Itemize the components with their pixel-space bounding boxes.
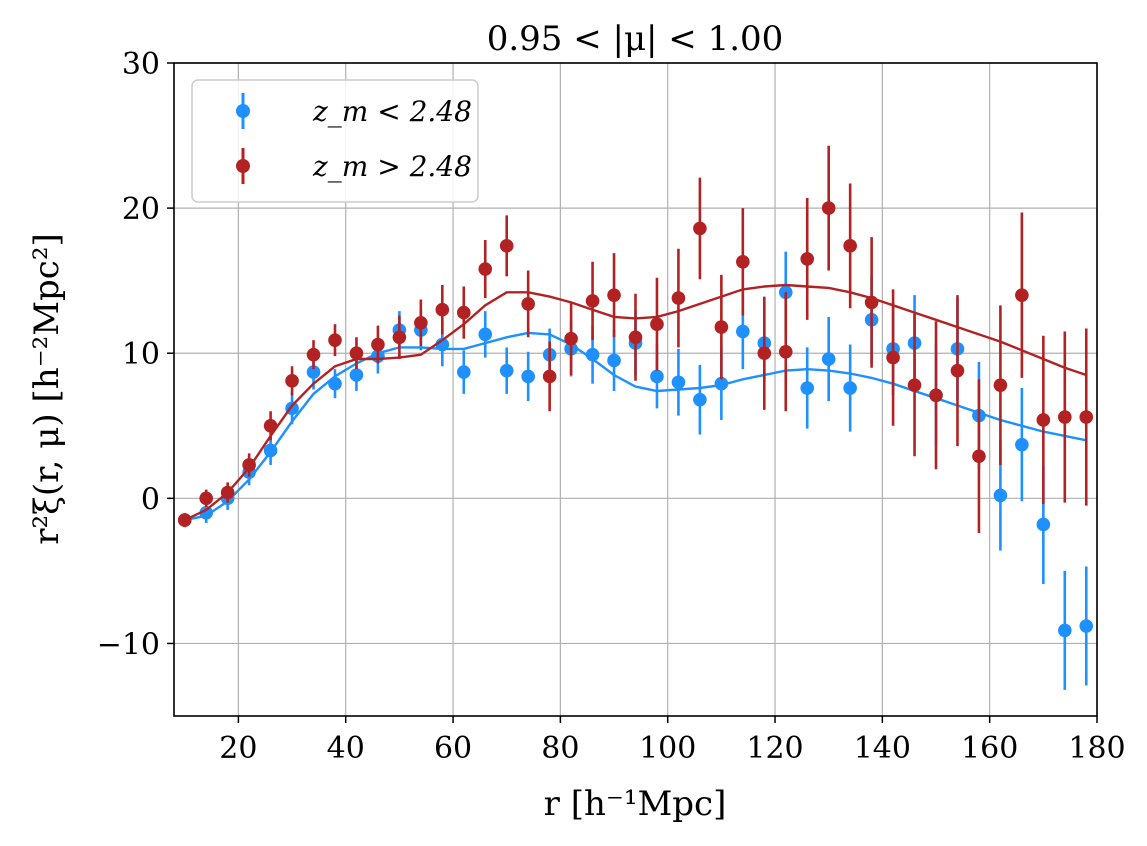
data-point bbox=[736, 324, 750, 339]
data-point bbox=[693, 392, 707, 407]
data-point bbox=[1058, 623, 1072, 638]
legend-label-red: z_m > 2.48 bbox=[312, 150, 472, 183]
data-point bbox=[242, 458, 256, 472]
data-point bbox=[521, 297, 535, 311]
data-point bbox=[564, 331, 578, 346]
y-tick-label: 30 bbox=[122, 47, 160, 82]
data-point bbox=[907, 378, 922, 392]
data-point bbox=[199, 506, 213, 520]
data-point bbox=[349, 346, 364, 361]
data-point bbox=[993, 488, 1008, 503]
data-point bbox=[671, 291, 686, 305]
data-point bbox=[220, 485, 235, 500]
data-point bbox=[392, 330, 407, 345]
data-point bbox=[1015, 288, 1029, 302]
data-point bbox=[757, 346, 772, 361]
data-point bbox=[435, 302, 450, 317]
data-point bbox=[349, 368, 364, 382]
y-axis-label: r²ξ(r, μ) [h⁻²Mpc²] bbox=[27, 233, 67, 544]
data-point bbox=[328, 333, 342, 347]
data-point bbox=[821, 352, 836, 366]
data-point bbox=[1058, 410, 1072, 424]
data-point bbox=[843, 381, 857, 395]
data-point bbox=[607, 288, 621, 302]
data-point bbox=[456, 305, 471, 320]
data-point bbox=[177, 513, 192, 527]
y-tick-label: 0 bbox=[141, 482, 160, 517]
y-tick-label: 20 bbox=[122, 192, 160, 227]
plot-frame bbox=[173, 62, 1098, 717]
x-tick-label: 60 bbox=[434, 731, 472, 766]
x-tick-label: 80 bbox=[541, 731, 579, 766]
x-tick-label: 140 bbox=[854, 731, 911, 766]
y-tick-label: −10 bbox=[97, 627, 160, 662]
data-point bbox=[328, 376, 342, 391]
data-point bbox=[1079, 619, 1094, 633]
legend-marker-blue bbox=[236, 104, 250, 118]
data-point bbox=[800, 381, 815, 395]
y-tick-label: 10 bbox=[122, 337, 160, 372]
data-point bbox=[371, 337, 385, 352]
data-point bbox=[542, 369, 557, 384]
legend-marker-red bbox=[236, 159, 250, 173]
data-point bbox=[993, 378, 1008, 392]
x-axis-label: r [h⁻¹Mpc] bbox=[544, 784, 727, 824]
x-tick-label: 120 bbox=[746, 731, 803, 766]
data-point bbox=[671, 375, 686, 390]
legend-label-blue: z_m < 2.48 bbox=[312, 95, 472, 128]
data-point bbox=[478, 327, 493, 342]
data-point bbox=[585, 347, 600, 362]
data-point bbox=[864, 295, 879, 310]
data-point bbox=[263, 418, 278, 433]
data-point bbox=[929, 388, 943, 403]
data-point bbox=[800, 252, 815, 266]
data-point bbox=[650, 369, 664, 384]
data-point bbox=[714, 376, 729, 391]
data-point bbox=[199, 491, 213, 506]
data-point bbox=[1015, 437, 1029, 452]
axis-ticks: 20 40 60 80 100 120 140 160 180 −10 0 10 20 30 bbox=[97, 47, 1126, 766]
data-point bbox=[628, 330, 643, 345]
series-1 bbox=[177, 145, 1094, 534]
data-point bbox=[886, 350, 900, 365]
x-tick-label: 20 bbox=[219, 731, 257, 766]
x-tick-label: 160 bbox=[961, 731, 1018, 766]
data-point bbox=[843, 239, 857, 253]
data-point bbox=[499, 363, 514, 378]
data-point bbox=[714, 320, 729, 334]
data-point bbox=[414, 315, 428, 330]
data-point bbox=[585, 294, 600, 308]
legend: z_m < 2.48 z_m > 2.48 bbox=[191, 79, 479, 203]
data-point bbox=[478, 262, 493, 276]
chart-title: 0.95 < |μ| < 1.00 bbox=[487, 19, 784, 59]
x-tick-label: 40 bbox=[327, 731, 365, 766]
series-layer bbox=[177, 145, 1094, 690]
data-point bbox=[1036, 517, 1051, 532]
data-point bbox=[778, 344, 793, 359]
data-point bbox=[650, 317, 664, 332]
data-point bbox=[736, 255, 750, 269]
data-point bbox=[1079, 410, 1094, 424]
data-point bbox=[521, 369, 535, 384]
data-point bbox=[1036, 413, 1051, 427]
data-point bbox=[821, 201, 836, 215]
data-point bbox=[499, 239, 514, 253]
data-point bbox=[285, 373, 299, 388]
legend-box bbox=[191, 79, 479, 203]
data-point bbox=[456, 365, 471, 379]
data-point bbox=[607, 353, 621, 368]
data-point bbox=[306, 365, 321, 379]
data-point bbox=[693, 221, 707, 236]
data-point bbox=[263, 443, 278, 458]
x-tick-label: 180 bbox=[1068, 731, 1125, 766]
data-point bbox=[950, 363, 965, 378]
x-tick-label: 100 bbox=[639, 731, 696, 766]
data-point bbox=[306, 347, 321, 362]
data-point bbox=[972, 449, 986, 464]
